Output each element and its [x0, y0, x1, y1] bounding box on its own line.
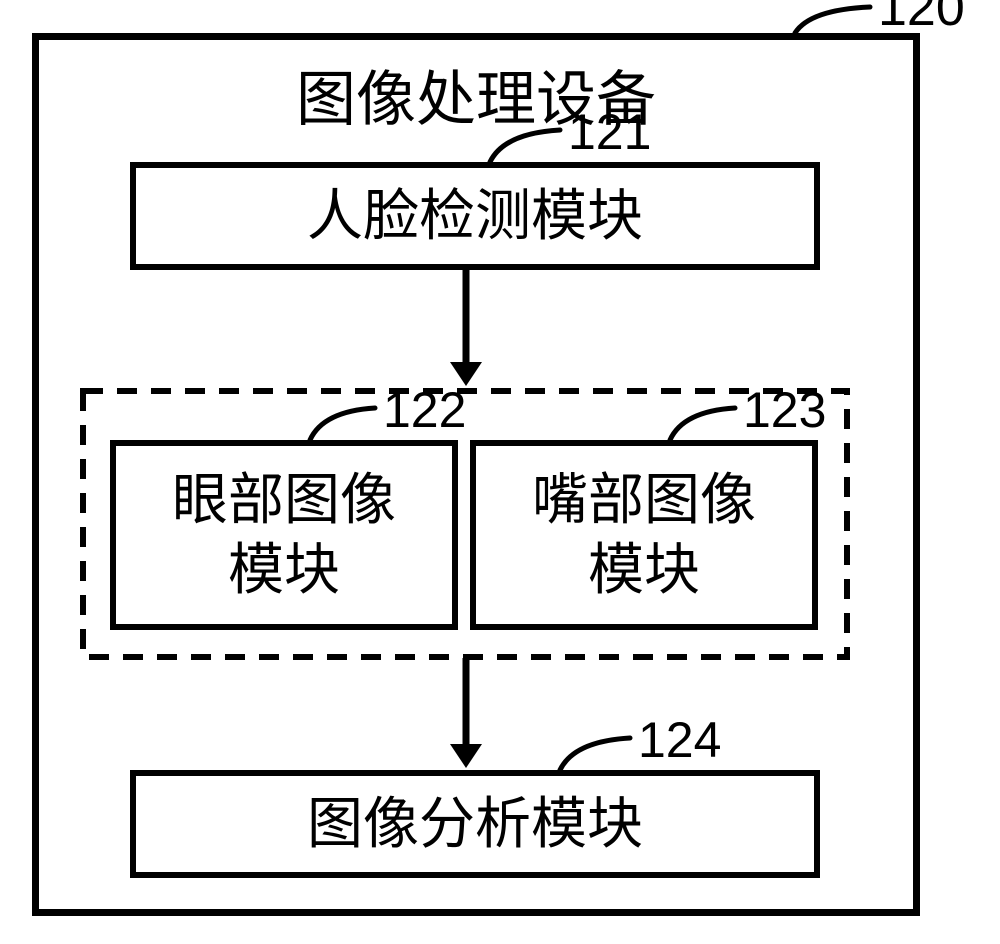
node-123-label: 嘴部图像 模块: [532, 465, 756, 605]
arrow-121-to-group: [442, 268, 490, 390]
diagram-canvas: 图像处理设备 120 人脸检测模块 121 眼部图像 模块 122 嘴部图像 模…: [0, 0, 1000, 944]
ref-label-122: 122: [383, 381, 466, 439]
node-123-label-line1: 嘴部图像: [532, 465, 756, 535]
ref-label-123: 123: [743, 381, 826, 439]
node-123-label-line2: 模块: [532, 535, 756, 605]
arrow-group-to-124: [442, 658, 490, 772]
ref-label-120: 120: [878, 0, 965, 38]
node-122-label: 眼部图像 模块: [172, 465, 396, 605]
ref-label-121: 121: [568, 103, 651, 161]
node-122-label-line1: 眼部图像: [172, 465, 396, 535]
ref-label-124: 124: [638, 711, 721, 769]
node-124-image-analysis: 图像分析模块: [130, 770, 820, 878]
node-122-label-line2: 模块: [172, 535, 396, 605]
